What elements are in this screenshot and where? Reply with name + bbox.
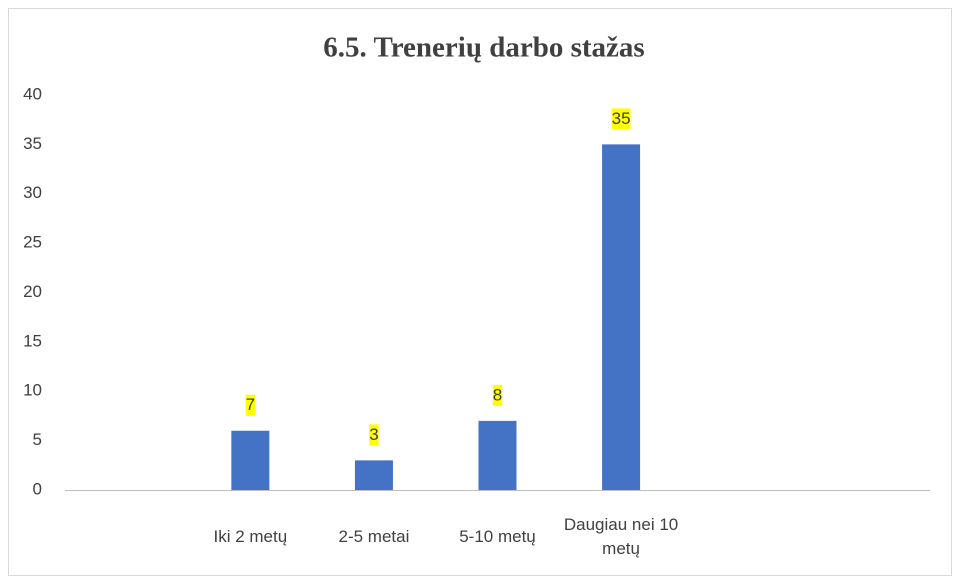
annotation-highlight: [245, 394, 256, 416]
annotation: 35: [612, 109, 631, 128]
y-tick-label: 40: [23, 84, 42, 103]
y-tick-label: 20: [23, 282, 42, 301]
annotation-highlight: [611, 108, 631, 130]
y-tick-label: 35: [23, 134, 42, 153]
y-tick-label: 10: [23, 381, 42, 400]
x-tick-label: Daugiau nei 10 metų: [563, 515, 679, 558]
bar: [231, 430, 270, 490]
y-tick-label: 25: [23, 233, 42, 252]
y-tick-label: 0: [33, 479, 42, 498]
chart-title: 6.5. Trenerių darbo stažas: [323, 32, 644, 64]
annotation-highlight: [492, 384, 503, 406]
y-tick-label: 15: [23, 331, 42, 350]
annotation: 7: [246, 395, 255, 414]
y-tick-label: 30: [23, 183, 42, 202]
y-tick-label: 5: [33, 430, 42, 449]
annotation-highlight: [369, 424, 379, 446]
annotation: 8: [493, 385, 502, 404]
annotation: 3: [369, 425, 378, 444]
bar: [478, 420, 517, 490]
bar: [354, 460, 393, 490]
x-tick-label: 2-5 metai: [338, 527, 410, 546]
bar: [602, 144, 641, 490]
x-tick-label: 5-10 metų: [459, 527, 536, 546]
x-tick-label: Iki 2 metų: [213, 527, 288, 546]
